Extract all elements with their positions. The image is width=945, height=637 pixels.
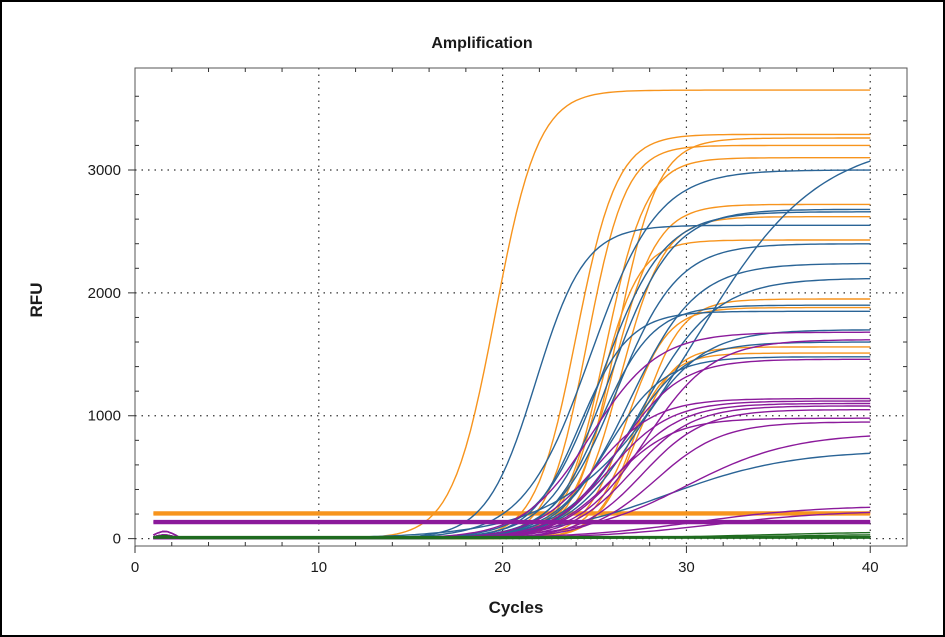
y-tick-label: 2000 [88,285,121,302]
x-tick-label: 30 [678,559,695,576]
x-axis-label: Cycles [489,598,544,617]
plot-box [134,67,908,547]
x-tick-label: 40 [862,559,879,576]
y-axis-label: RFU [27,283,46,318]
y-tick-label: 0 [113,531,121,548]
x-tick-label: 20 [494,559,511,576]
x-tick-label: 10 [310,559,327,576]
y-tick-label: 1000 [88,408,121,425]
plot-area: 0 10 20 30 40 0 1000 2000 3000 [88,67,908,576]
y-tick-label: 3000 [88,162,121,179]
curves-group [153,89,871,540]
x-tick-label: 0 [131,559,139,576]
chart-title: Amplification [431,35,532,52]
